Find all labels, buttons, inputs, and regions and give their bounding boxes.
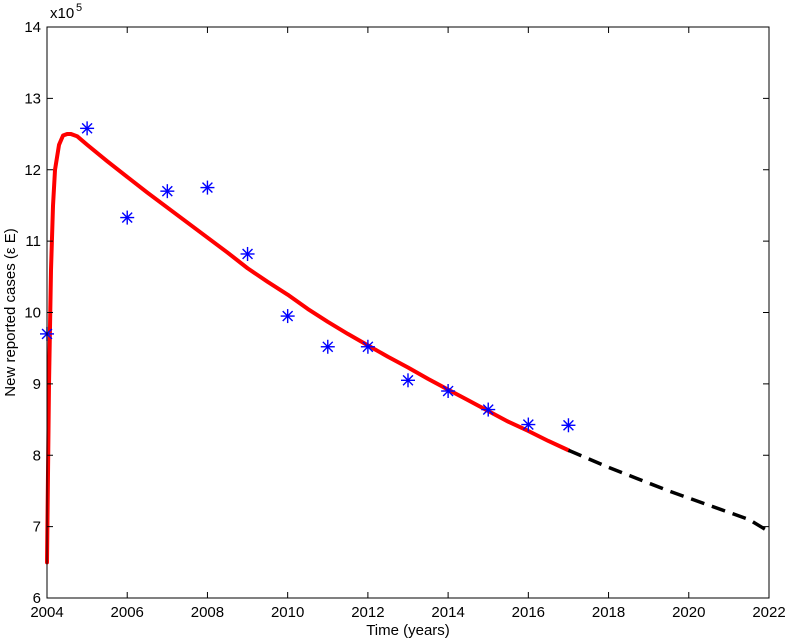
projection-dashed-line: [567, 448, 770, 534]
y-multiplier-label: x10: [50, 5, 74, 22]
y-tick-label: 8: [33, 447, 41, 464]
data-point-asterisk: [120, 210, 135, 225]
data-point-asterisk: [280, 309, 295, 324]
data-point-asterisk: [80, 121, 95, 136]
y-tick-label: 12: [24, 162, 41, 179]
y-multiplier-exponent: 5: [76, 2, 82, 14]
data-point-asterisk: [160, 184, 175, 199]
plot-area-frame: [46, 26, 770, 599]
data-point-asterisk: [561, 418, 576, 433]
x-tick-label: 2018: [592, 604, 625, 621]
x-tick-label: 2022: [752, 604, 785, 621]
y-tick-label: 9: [33, 376, 41, 393]
data-point-asterisk: [360, 339, 375, 354]
y-tick-label: 11: [25, 233, 41, 250]
x-axis: 2004 2006 2008 2010 2012 2014 2016 2018 2020 2022: [30, 27, 786, 621]
data-layer: [40, 121, 770, 565]
x-tick-label: 2006: [111, 604, 144, 621]
data-point-asterisk: [200, 180, 215, 195]
x-tick-label: 2008: [191, 604, 224, 621]
x-axis-title: Time (years): [366, 622, 450, 639]
data-point-asterisk: [240, 246, 255, 261]
y-axis-title: New reported cases (ε E): [2, 228, 19, 396]
y-tick-label: 10: [24, 305, 41, 322]
y-tick-label: 6: [33, 590, 41, 607]
data-point-asterisk: [320, 339, 335, 354]
data-point-asterisk: [521, 417, 536, 432]
data-point-asterisk: [441, 384, 456, 399]
fitted-curve-line: [45, 132, 571, 565]
y-tick-label: 7: [33, 519, 41, 536]
y-tick-label: 14: [24, 19, 41, 36]
x-tick-label: 2010: [271, 604, 304, 621]
data-point-asterisk: [401, 373, 415, 388]
x-tick-label: 2004: [30, 604, 63, 621]
x-tick-label: 2016: [512, 604, 545, 621]
x-tick-label: 2020: [672, 604, 705, 621]
data-point-asterisk: [481, 402, 496, 417]
y-axis: 6 7 8 9 10 11 12 13 14: [24, 19, 769, 607]
y-tick-label: 13: [24, 90, 41, 107]
x-tick-label: 2014: [431, 604, 464, 621]
x-tick-label: 2012: [351, 604, 384, 621]
